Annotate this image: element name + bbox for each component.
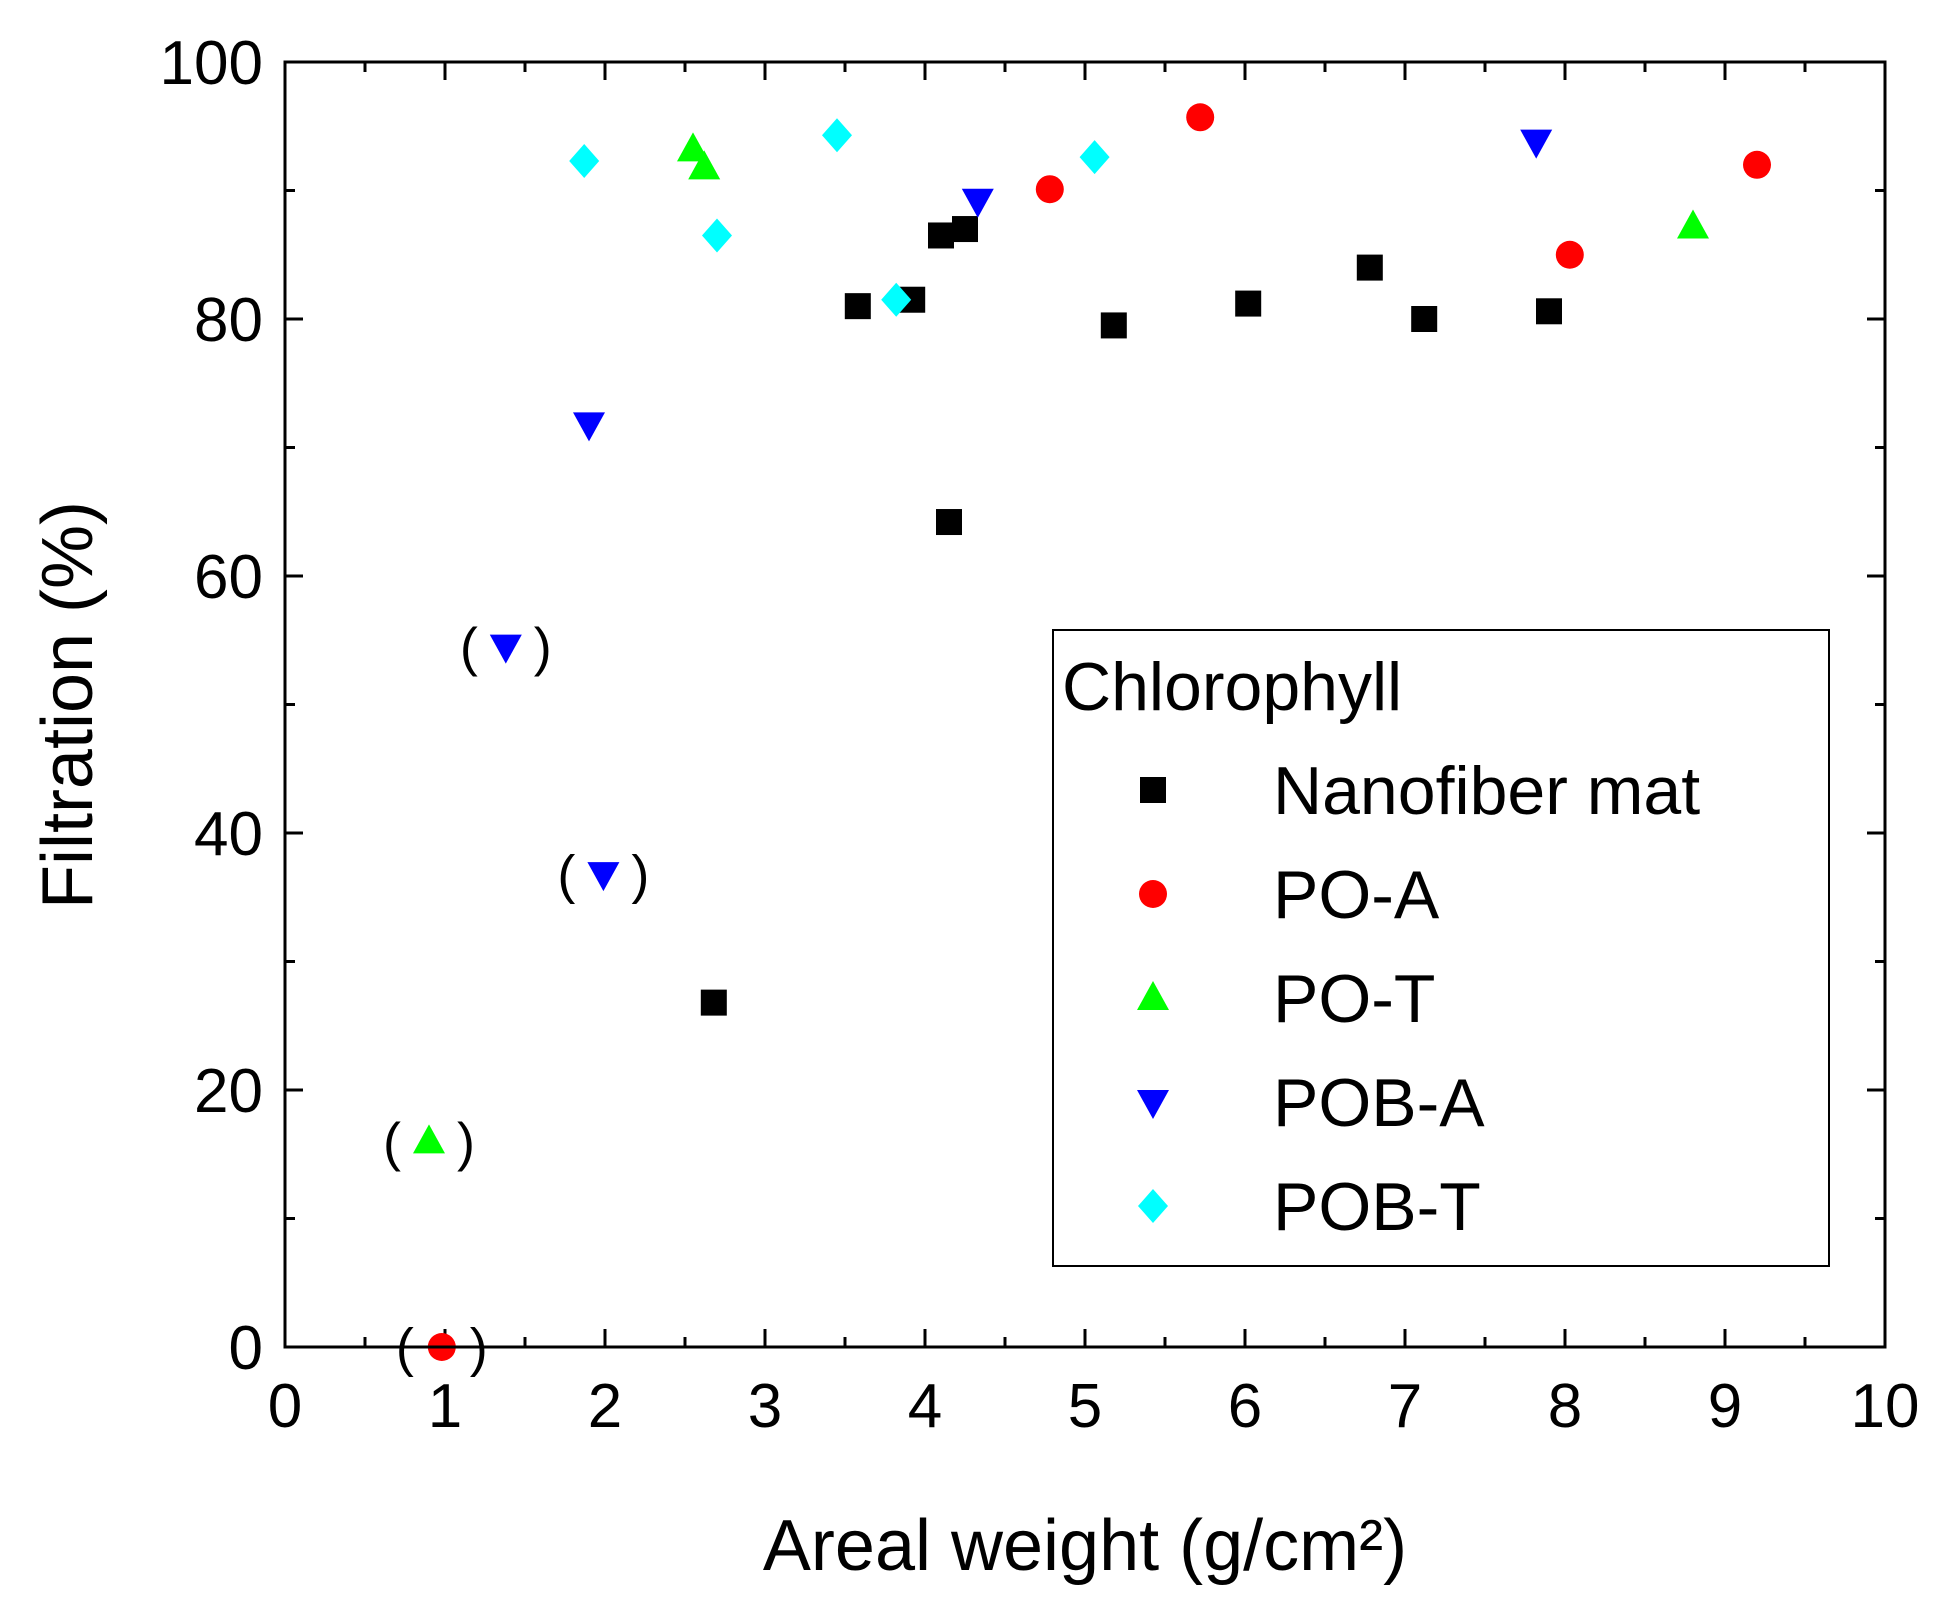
legend-marker-pob-t	[1138, 1189, 1168, 1223]
point-pob-t	[1079, 140, 1110, 175]
x-tick-label: 9	[1708, 1372, 1742, 1441]
legend-label-pob-a: POB-A	[1273, 1065, 1485, 1141]
legend: Chlorophyll Nanofiber mat PO-A PO-T POB-A PO…	[1052, 629, 1830, 1267]
legend-marker-po-a	[1139, 880, 1167, 908]
point-pob-a	[489, 634, 522, 664]
paren-right: )	[534, 618, 552, 678]
x-tick-label: 6	[1228, 1372, 1262, 1441]
legend-marker-nanofiber-mat	[1140, 777, 1166, 803]
point-nanofiber-mat	[844, 293, 871, 320]
point-nanofiber-mat	[700, 989, 727, 1016]
x-tick-label: 0	[268, 1372, 302, 1441]
paren-left: (	[557, 845, 575, 905]
point-po-t	[1677, 209, 1709, 239]
data-markers: ()()()()	[383, 103, 1771, 1378]
point-pob-t	[702, 218, 732, 253]
point-pob-t	[569, 143, 600, 178]
point-pob-t	[881, 282, 912, 317]
point-nanofiber-mat	[1411, 306, 1438, 332]
legend-label-nanofiber-mat: Nanofiber mat	[1273, 753, 1700, 829]
point-po-a	[1186, 103, 1215, 132]
point-nanofiber-mat	[928, 222, 954, 249]
paren-left: (	[383, 1112, 401, 1172]
point-pob-a	[587, 862, 620, 892]
point-pob-a	[573, 412, 605, 442]
y-tick-label: 100	[160, 29, 263, 98]
paren-right: )	[631, 845, 649, 905]
point-pob-a	[961, 188, 994, 218]
y-tick-label: 0	[229, 1314, 263, 1383]
x-tick-label: 7	[1388, 1372, 1422, 1441]
point-po-t	[413, 1124, 445, 1154]
point-pob-a	[1520, 129, 1553, 159]
x-tick-label: 8	[1548, 1372, 1582, 1441]
legend-label-po-a: PO-A	[1273, 857, 1440, 933]
x-tick-label: 5	[1068, 1372, 1102, 1441]
point-pob-t	[822, 118, 852, 153]
legend-marker-pob-a	[1137, 1090, 1169, 1119]
y-tick-label: 60	[194, 543, 263, 612]
point-nanofiber-mat	[1235, 290, 1262, 317]
x-tick-label: 1	[428, 1372, 462, 1441]
x-axis-title: Areal weight (g/cm²)	[763, 1506, 1407, 1586]
point-nanofiber-mat	[936, 509, 962, 536]
paren-right: )	[457, 1112, 475, 1172]
legend-box	[1052, 629, 1830, 1267]
y-axis-title: Filtration (%)	[28, 501, 108, 909]
point-nanofiber-mat	[952, 216, 978, 243]
y-tick-label: 40	[194, 800, 263, 869]
point-po-t	[688, 150, 721, 180]
y-tick-label: 80	[194, 286, 263, 355]
x-tick-label: 4	[908, 1372, 942, 1441]
point-po-a	[1743, 150, 1771, 179]
point-nanofiber-mat	[1100, 312, 1127, 339]
point-nanofiber-mat	[1356, 254, 1383, 281]
plot-frame	[283, 60, 1887, 1349]
point-po-a	[1035, 175, 1064, 204]
point-po-t	[677, 132, 709, 162]
x-tick-label: 2	[588, 1372, 622, 1441]
y-tick-label: 20	[194, 1057, 263, 1126]
paren-left: (	[460, 618, 478, 678]
x-tick-label: 10	[1851, 1372, 1920, 1441]
legend-marker-po-t	[1137, 981, 1169, 1010]
legend-label-pob-t: POB-T	[1273, 1169, 1481, 1245]
legend-title: Chlorophyll	[1062, 649, 1402, 725]
point-nanofiber-mat	[1536, 298, 1562, 325]
x-tick-label: 3	[748, 1372, 782, 1441]
point-po-a	[1555, 240, 1584, 269]
legend-label-po-t: PO-T	[1273, 961, 1435, 1037]
